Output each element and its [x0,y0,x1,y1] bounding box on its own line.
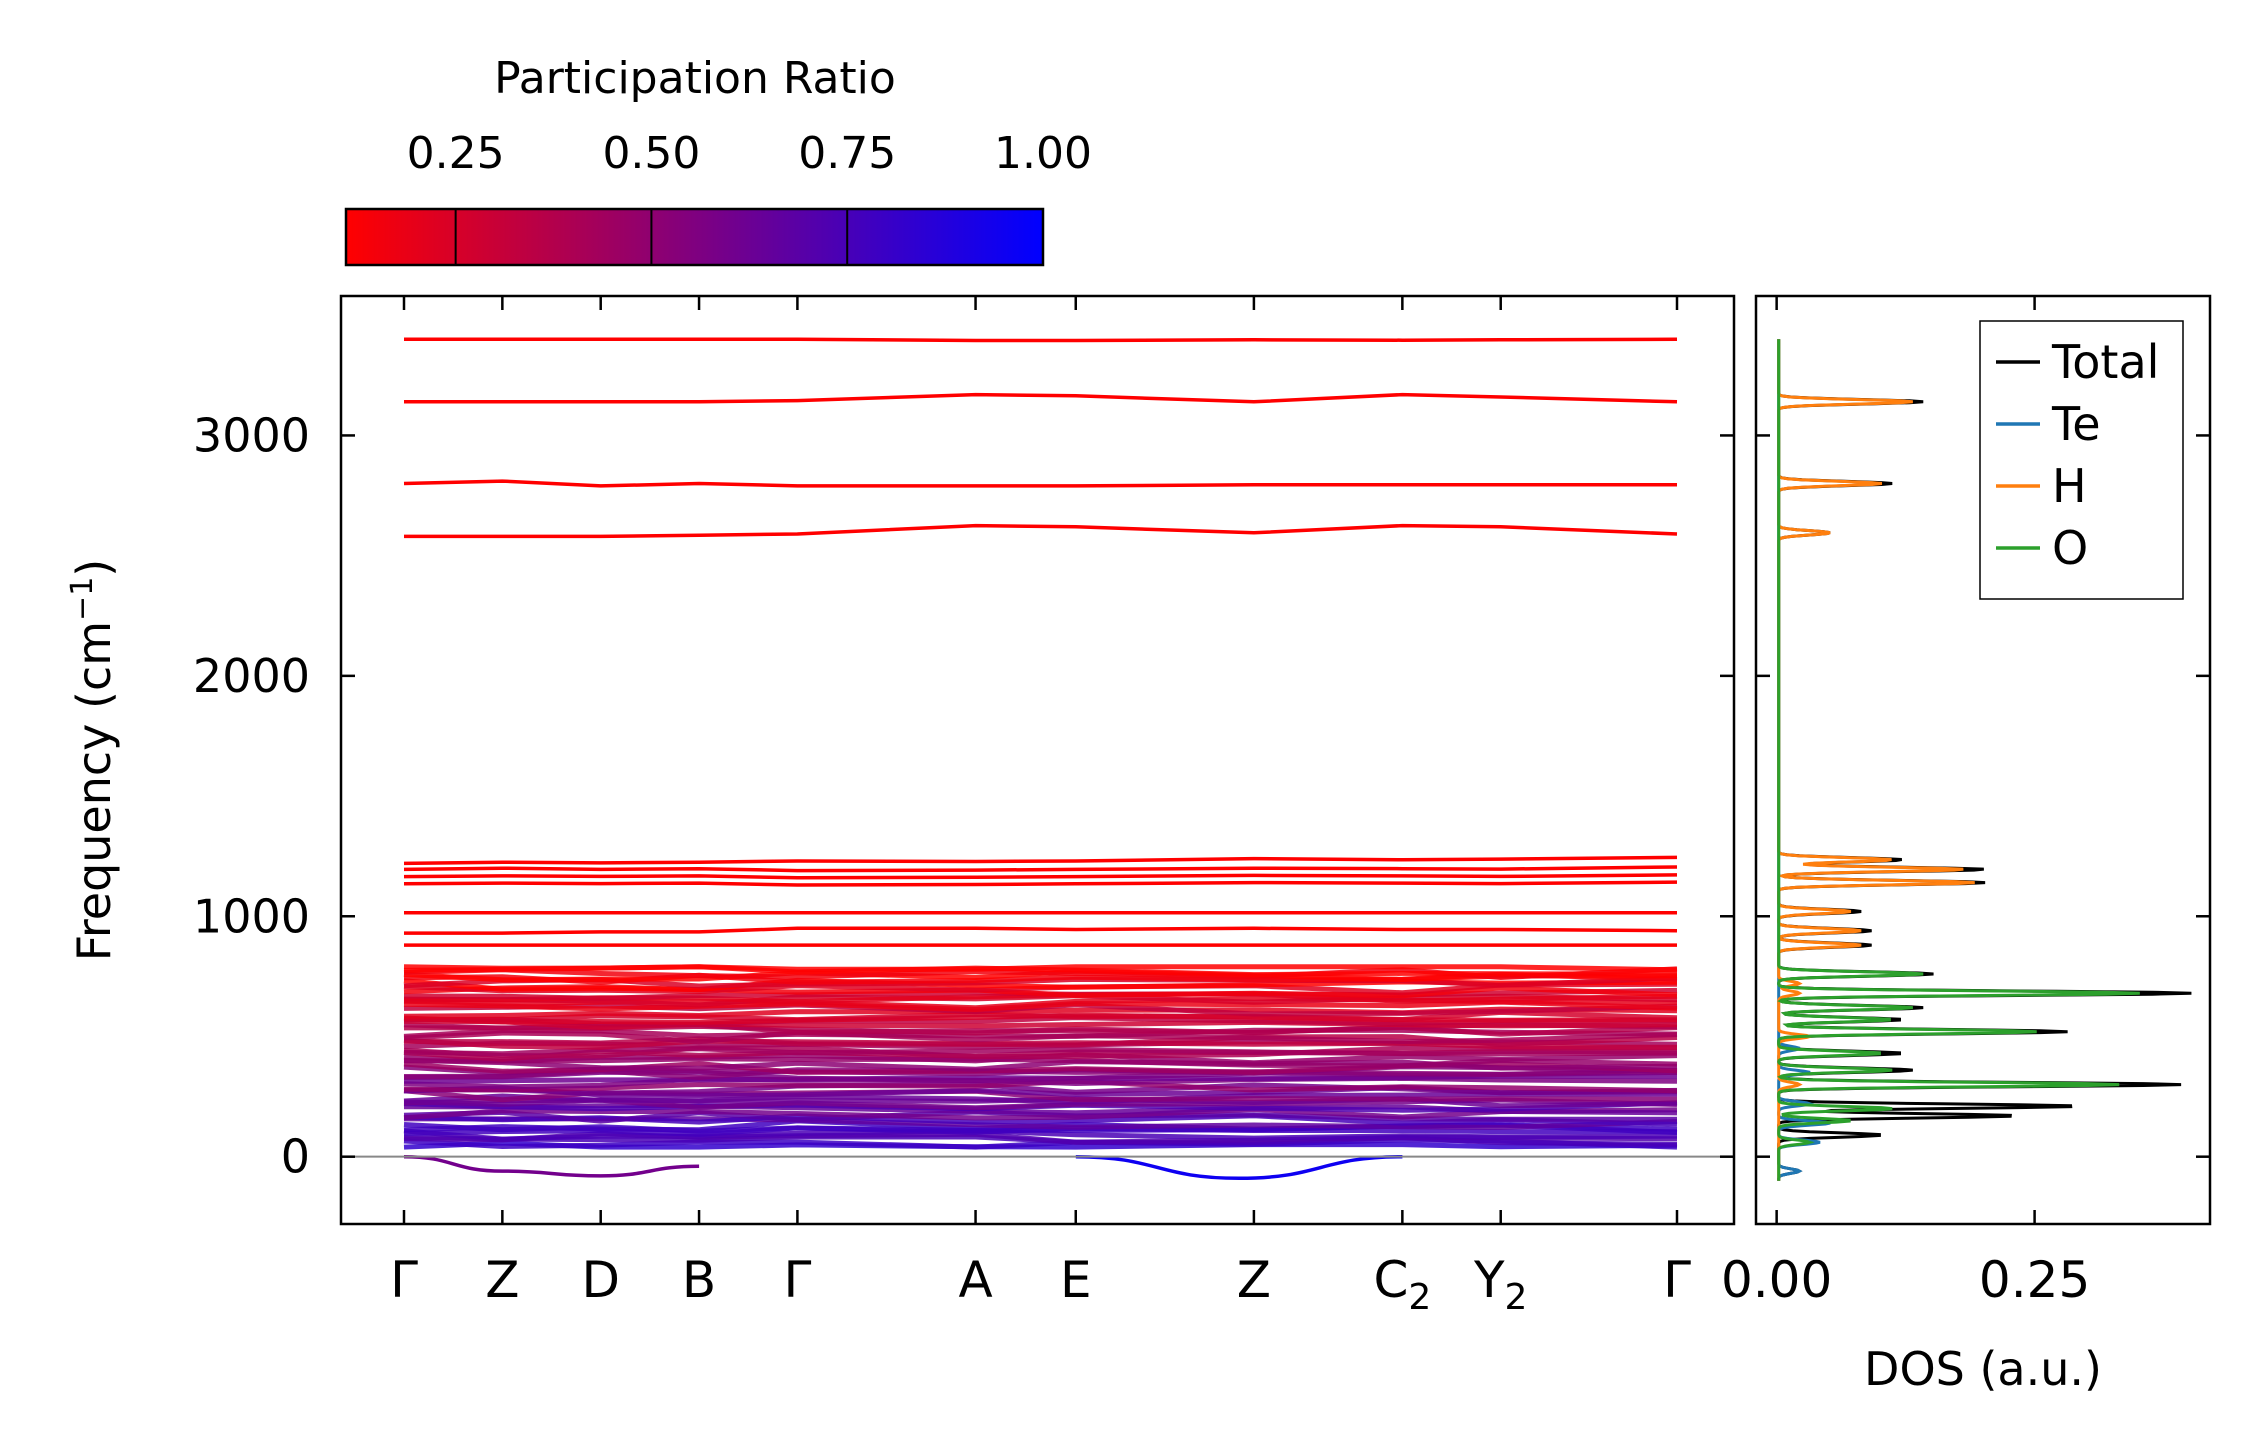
phonon-band [403,1012,1678,1025]
phonon-band [403,1045,1678,1060]
legend-label: O [2052,521,2088,575]
y-tick-label: 3000 [193,408,310,462]
colorbar: Participation Ratio 0.25 0.50 0.75 1.00 [344,53,1092,267]
phonon-band [404,523,1678,539]
phonon-band [403,1009,1678,1023]
phonon-band [403,880,1678,887]
phonon-band [403,865,1678,873]
phonon-band [403,968,1678,983]
legend-box [1979,320,2184,600]
kpoint-label: Z [1237,1251,1271,1309]
phonon-band [403,1106,1678,1121]
dos-curve [1777,339,2140,1181]
kpoint-label: Γ [390,1251,418,1309]
kpoint-label: Z [485,1251,519,1309]
y-axis-label: Frequency (cm−1) [65,559,121,962]
kpoint-label: C2 [1373,1251,1431,1318]
phonon-band [403,964,1678,973]
y-tick-label: 0 [281,1130,310,1184]
dos-panel: 0.00 0.25 DOS (a.u.) Total Te HO [1721,294,2212,1396]
kpoint-label: D [581,1251,620,1309]
colorbar-tick-label: 0.50 [602,128,700,179]
phonon-band [403,1091,1677,1105]
kpoint-label: Γ [1663,1251,1691,1309]
legend: Total Te HO [1979,320,2184,600]
dos-plot-frame [1754,294,2212,1226]
legend-label: H [2052,459,2087,513]
band-structure-panel: 0 1000 2000 3000 Γ Z D B Γ A E Z C2 Y2 Γ Frequency (c… [65,294,1736,1318]
kpoint-label: Y2 [1473,1251,1527,1318]
colorbar-tick-label: 0.25 [407,128,505,179]
colorbar-label: Participation Ratio [494,53,896,104]
dos-x-axis-label: DOS (a.u.) [1864,1342,2102,1396]
y-tick-label: 1000 [193,889,310,943]
colorbar-tick-label: 0.75 [798,128,896,179]
phonon-band [403,1029,1678,1045]
phonon-band [404,392,1678,404]
y-tick-label: 2000 [193,649,310,703]
dos-curve [1777,339,1831,1181]
kpoint-label: A [958,1251,992,1309]
band-plot-frame [339,294,1736,1226]
legend-label: Te [2051,397,2101,451]
negative-branch [403,1154,700,1178]
phonon-band [403,1051,1678,1066]
phonon-band [404,926,1678,935]
phonon-band [403,855,1678,866]
dos-x-tick-label: 0.25 [1979,1251,2090,1309]
phonon-band [403,1046,1678,1057]
colorbar-gradient [344,207,1045,267]
phonon-band [403,479,1677,488]
phonon-band [404,337,1678,343]
colorbar-tick-label: 1.00 [994,128,1092,179]
legend-label: Total [2051,335,2159,389]
dos-x-tick-label: 0.00 [1721,1251,1832,1309]
kpoint-label: E [1060,1251,1092,1309]
phonon-band [403,1078,1678,1094]
kpoint-label: B [682,1251,716,1309]
kpoint-label: Γ [783,1251,811,1309]
negative-branch [1075,1154,1403,1181]
phonon-band [403,873,1678,880]
